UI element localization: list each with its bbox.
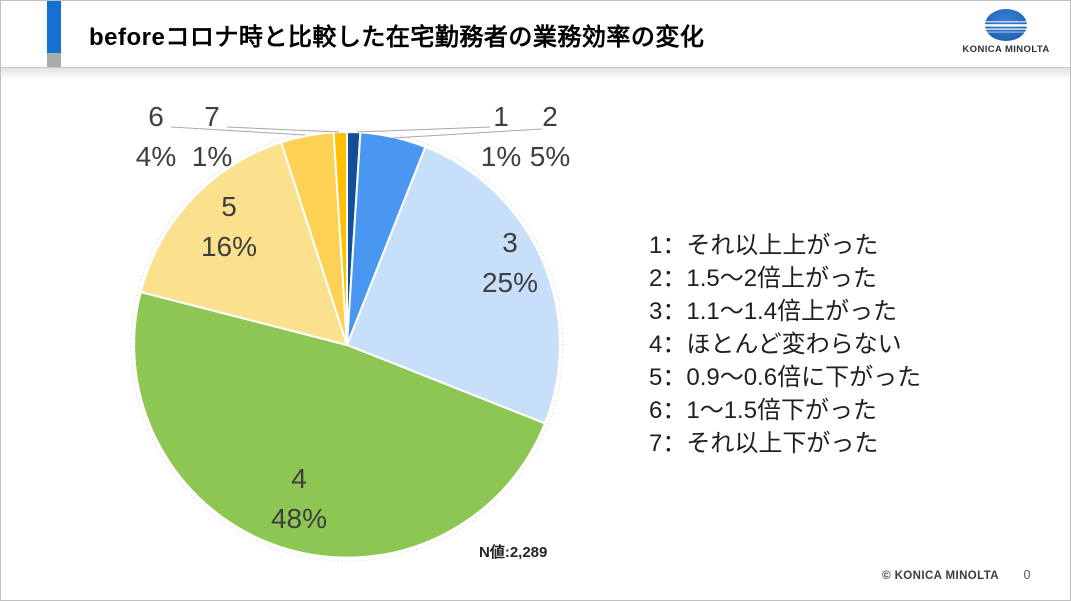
slice-label-1-num: 1 bbox=[493, 101, 509, 132]
legend-item-3: 3：1.1〜1.4倍上がった bbox=[649, 298, 898, 325]
slice-label-3-num: 3 bbox=[502, 227, 518, 258]
leader-line-2 bbox=[392, 128, 543, 139]
slice-label-2: 2 5% bbox=[502, 97, 598, 177]
globe-icon bbox=[985, 9, 1027, 41]
page-title: beforeコロナ時と比較した在宅勤務者の業務効率の変化 bbox=[89, 24, 705, 51]
leader-line-7 bbox=[226, 126, 340, 133]
slice-label-6: 6 4% bbox=[108, 97, 204, 177]
konica-minolta-logo: KONICA MINOLTA bbox=[956, 8, 1056, 60]
slice-label-7-num: 7 bbox=[204, 101, 220, 132]
slice-label-3-pct: 25% bbox=[481, 267, 539, 298]
pie-slice-3 bbox=[346, 146, 561, 425]
header-shadow bbox=[1, 68, 1070, 80]
footer-copyright: © KONICA MINOLTA bbox=[882, 570, 999, 582]
slice-label-7: 7 1% bbox=[164, 97, 260, 177]
pie-outline bbox=[130, 128, 564, 562]
pie-slice-7 bbox=[332, 130, 348, 346]
slice-label-6-pct: 4% bbox=[135, 141, 177, 172]
slice-label-5: 5 16% bbox=[181, 187, 277, 267]
pie-slice-5 bbox=[139, 141, 348, 346]
legend-item-1: 1：それ以上上がった bbox=[649, 232, 879, 259]
legend-item-2: 2：1.5〜2倍上がった bbox=[649, 265, 878, 292]
slice-label-7-pct: 1% bbox=[191, 141, 233, 172]
legend-item-6: 6：1〜1.5倍下がった bbox=[649, 397, 878, 424]
slice-label-1: 1 1% bbox=[453, 97, 549, 177]
page-number: 0 bbox=[1023, 568, 1031, 582]
pie-slice-4 bbox=[133, 291, 546, 559]
slice-label-2-pct: 5% bbox=[529, 141, 571, 172]
sample-size-label: N値:2,289 bbox=[479, 544, 548, 561]
header-divider bbox=[1, 67, 1070, 68]
slice-label-2-num: 2 bbox=[542, 101, 558, 132]
pie-slices bbox=[133, 130, 561, 559]
leader-line-1 bbox=[356, 126, 491, 133]
slice-label-6-num: 6 bbox=[148, 101, 164, 132]
title-accent-foot bbox=[47, 53, 61, 67]
logo-brand-text: KONICA MINOLTA bbox=[962, 44, 1050, 55]
leader-lines bbox=[170, 126, 543, 139]
slice-label-1-pct: 1% bbox=[480, 141, 522, 172]
slice-label-5-num: 5 bbox=[221, 191, 237, 222]
legend-item-4: 4：ほとんど変わらない bbox=[649, 331, 902, 358]
header: beforeコロナ時と比較した在宅勤務者の業務効率の変化 KONICA MINO… bbox=[1, 1, 1070, 80]
slice-label-4: 4 48% bbox=[251, 459, 347, 539]
legend-item-5: 5：0.9〜0.6倍に下がった bbox=[649, 364, 922, 391]
legend: 1：それ以上上がった 2：1.5〜2倍上がった 3：1.1〜1.4倍上がった 4… bbox=[649, 229, 921, 460]
slice-label-3: 3 25% bbox=[462, 223, 558, 303]
slice-label-4-pct: 48% bbox=[270, 503, 328, 534]
slice-label-4-num: 4 bbox=[291, 463, 307, 494]
legend-item-7: 7：それ以上下がった bbox=[649, 430, 879, 457]
leader-line-6 bbox=[170, 126, 306, 136]
slice-label-5-pct: 16% bbox=[200, 231, 258, 262]
title-accent-bar bbox=[47, 1, 61, 53]
